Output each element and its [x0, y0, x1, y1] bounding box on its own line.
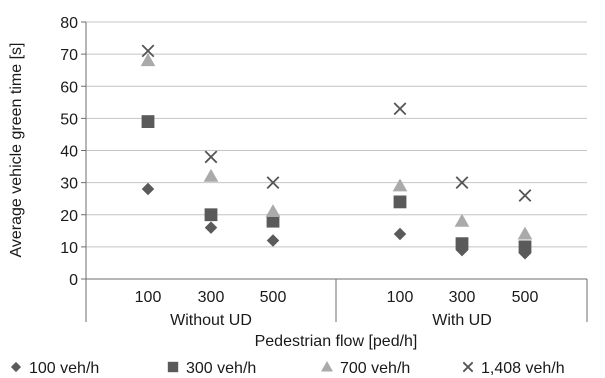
series-0 [141, 182, 532, 260]
y-tick-labels: 0 10 20 30 40 50 60 70 80 [60, 15, 78, 289]
data-point [518, 240, 532, 254]
legend-marker [167, 361, 179, 373]
data-point [517, 226, 533, 240]
data-point [266, 214, 280, 228]
data-point [203, 168, 219, 182]
x-stroke [141, 44, 155, 58]
data-point [140, 53, 156, 67]
y-tick-label: 80 [60, 15, 78, 32]
legend-item-3: 1,408 veh/h [462, 360, 565, 377]
legend-marker [462, 361, 474, 373]
data-point [141, 182, 155, 196]
data-point [204, 208, 218, 222]
x-tick-label: 100 [387, 289, 414, 306]
series-1 [141, 115, 532, 254]
x-stroke [518, 189, 532, 202]
data-point [266, 234, 280, 247]
data-point [141, 115, 155, 128]
legend-marker [321, 361, 333, 372]
y-tick-label: 20 [60, 208, 78, 225]
legend-label: 300 veh/h [186, 360, 256, 377]
data-point [393, 102, 407, 116]
legend-item-0: 100 veh/h [10, 360, 99, 377]
data-marks [140, 44, 533, 260]
data-point [518, 189, 532, 202]
group-label: With UD [432, 312, 492, 329]
data-point [266, 176, 280, 190]
data-point [393, 195, 407, 209]
x-stroke [266, 176, 280, 190]
x-axis-label: Pedestrian flow [ped/h] [255, 333, 418, 350]
legend-marker [10, 361, 22, 373]
legend-label: 700 veh/h [340, 360, 410, 377]
data-point [392, 178, 408, 192]
x-stroke [462, 361, 474, 373]
y-axis-label: Average vehicle green time [s] [8, 43, 25, 258]
x-tick-labels: 100 300 500 100 300 500 [135, 289, 539, 306]
x-tick-label: 500 [512, 289, 539, 306]
x-stroke [204, 150, 218, 164]
data-point [454, 213, 470, 227]
data-point [455, 176, 469, 190]
data-point [204, 150, 218, 164]
series-2 [140, 53, 533, 240]
legend: 100 veh/h 300 veh/h 700 veh/h 1,408 veh/h [10, 360, 565, 377]
data-point [393, 227, 407, 241]
data-point [204, 221, 218, 234]
legend-label: 1,408 veh/h [481, 360, 565, 377]
legend-label: 100 veh/h [29, 360, 99, 377]
x-stroke [455, 176, 469, 190]
legend-item-2: 700 veh/h [321, 360, 410, 377]
y-tick-label: 60 [60, 79, 78, 96]
y-tick-label: 0 [69, 272, 78, 289]
group-label: Without UD [170, 312, 252, 329]
y-tick-label: 10 [60, 240, 78, 257]
x-tick-label: 100 [135, 289, 162, 306]
x-stroke [393, 102, 407, 116]
group-labels: Without UD With UD [170, 312, 492, 329]
x-tick-label: 500 [260, 289, 287, 306]
x-tick-label: 300 [449, 289, 476, 306]
axes [81, 21, 588, 322]
gridlines [86, 21, 587, 248]
y-tick-label: 40 [60, 144, 78, 161]
x-tick-label: 300 [198, 289, 225, 306]
y-tick-label: 30 [60, 176, 78, 193]
y-tick-label: 70 [60, 47, 78, 64]
data-point [141, 44, 155, 58]
legend-item-1: 300 veh/h [167, 360, 256, 377]
y-tick-label: 50 [60, 111, 78, 128]
data-point [518, 247, 532, 260]
data-point [265, 204, 281, 218]
series-3 [141, 44, 532, 202]
data-point [455, 237, 469, 251]
